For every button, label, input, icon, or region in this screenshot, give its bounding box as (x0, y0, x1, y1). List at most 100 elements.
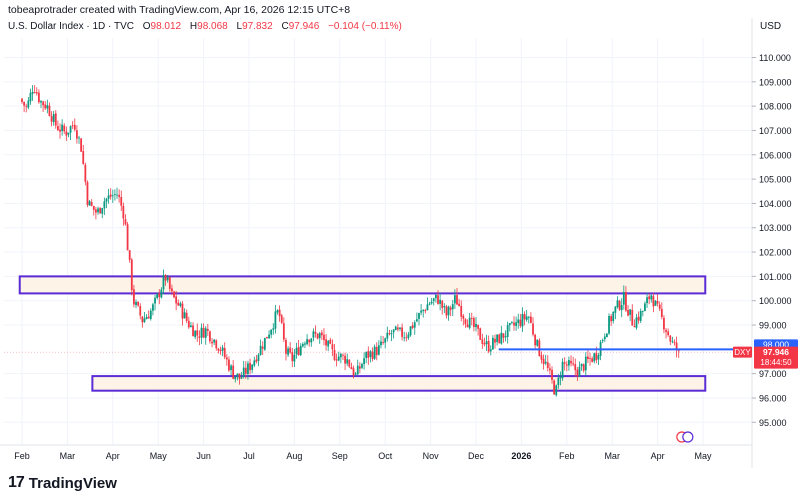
candle-body (420, 310, 422, 313)
candle-body (293, 354, 296, 362)
event-flag-icon-2 (682, 431, 694, 443)
candle-body (259, 345, 262, 355)
candle-body (578, 366, 581, 377)
candle-body (411, 325, 414, 328)
candle-body (576, 369, 579, 377)
support-zone (91, 375, 707, 392)
candle-body (460, 305, 463, 317)
candle-body (396, 327, 399, 330)
candle-body (270, 329, 273, 335)
candle-body (365, 351, 368, 358)
credit-text: tobeaprotrader created with TradingView.… (8, 4, 351, 16)
candle-body (677, 350, 680, 352)
candle-body (627, 310, 629, 316)
ohlc-low: L97.832 (236, 21, 273, 32)
candle-body (335, 359, 338, 361)
candle-body (118, 194, 121, 197)
candle-body (641, 310, 644, 312)
candle-body (665, 329, 667, 332)
candle-body (401, 327, 403, 337)
candle-body (35, 92, 38, 94)
candle-body (209, 331, 211, 342)
candle-body (549, 368, 551, 371)
time-tick-label: Feb (14, 451, 30, 461)
candle-body (143, 318, 146, 323)
candle-body (658, 304, 661, 309)
candle-body (128, 250, 131, 260)
candle-body (228, 359, 230, 371)
candle-body (238, 373, 241, 379)
candle-body (358, 366, 361, 369)
candle-body (278, 309, 281, 317)
candle-body (572, 363, 575, 365)
tradingview-logo[interactable]: 17 TradingView (8, 474, 117, 492)
candle-body (618, 300, 621, 310)
price-change: −0.104 (−0.11%) (328, 21, 402, 32)
candle-body (249, 362, 251, 371)
symbol-badge (733, 346, 752, 358)
candle-body (61, 124, 64, 132)
candle-body (255, 359, 258, 362)
candle-body (84, 164, 87, 182)
candle-body (37, 92, 40, 103)
candle-body (418, 313, 420, 319)
candle-body (164, 275, 167, 281)
candle-body (466, 324, 469, 328)
candle-body (213, 339, 216, 343)
candle-body (595, 353, 598, 361)
candle-body (475, 323, 477, 328)
candle-body (386, 332, 389, 339)
candle-body (568, 359, 570, 366)
candle-body (109, 194, 112, 197)
symbol-legend[interactable]: U.S. Dollar Index · 1D · TVC O98.012 H98… (8, 21, 402, 32)
candle-body (187, 320, 190, 328)
candle-body (301, 343, 304, 347)
candle-body (432, 298, 435, 301)
candle-body (534, 334, 537, 346)
candle-body (236, 373, 239, 377)
candle-body (295, 347, 298, 355)
candle-body (73, 124, 76, 130)
candle-body (451, 304, 454, 310)
candle-body (266, 336, 268, 339)
candle-body (445, 306, 448, 316)
candle-body (574, 364, 577, 371)
candle-body (23, 101, 26, 106)
candle-body (555, 385, 558, 396)
candle-body (124, 219, 127, 225)
candle-body (82, 151, 85, 164)
candle-body (415, 319, 418, 322)
candle-body (337, 356, 340, 361)
candle-body (316, 333, 319, 339)
candle-body (80, 138, 83, 152)
candle-body (504, 336, 507, 338)
candle-body (206, 329, 209, 331)
candle-body (333, 349, 336, 361)
candle-body (458, 303, 461, 307)
price-tick-label: 107.000 (759, 126, 792, 136)
candle-body (483, 343, 486, 345)
candle-body (56, 126, 59, 131)
price-chart[interactable]: 110.000 109.000 108.000 107.000 106.000 105.0… (0, 0, 800, 468)
candle-body (470, 318, 473, 319)
candle-body (603, 336, 606, 340)
price-tick-label: 105.000 (759, 175, 792, 185)
symbol-name[interactable]: U.S. Dollar Index · 1D · TVC (8, 21, 134, 32)
candle-body (551, 369, 553, 380)
time-tick-label: Mar (60, 451, 76, 461)
price-tick-label: 97.000 (759, 369, 787, 379)
candle-body (90, 202, 93, 206)
candle-body (139, 306, 142, 316)
candle-body (561, 361, 564, 379)
candle-body (479, 328, 482, 340)
price-tick-label: 95.000 (759, 418, 787, 428)
candle-body (204, 328, 207, 338)
candle-body (631, 309, 634, 326)
currency-label[interactable]: USD (760, 21, 782, 32)
candle-body (673, 342, 676, 343)
candle-body (97, 208, 99, 213)
candle-body (40, 101, 42, 103)
candle-body (240, 377, 243, 379)
tradingview-logo-icon: 17 (8, 474, 25, 491)
candle-body (348, 359, 351, 367)
